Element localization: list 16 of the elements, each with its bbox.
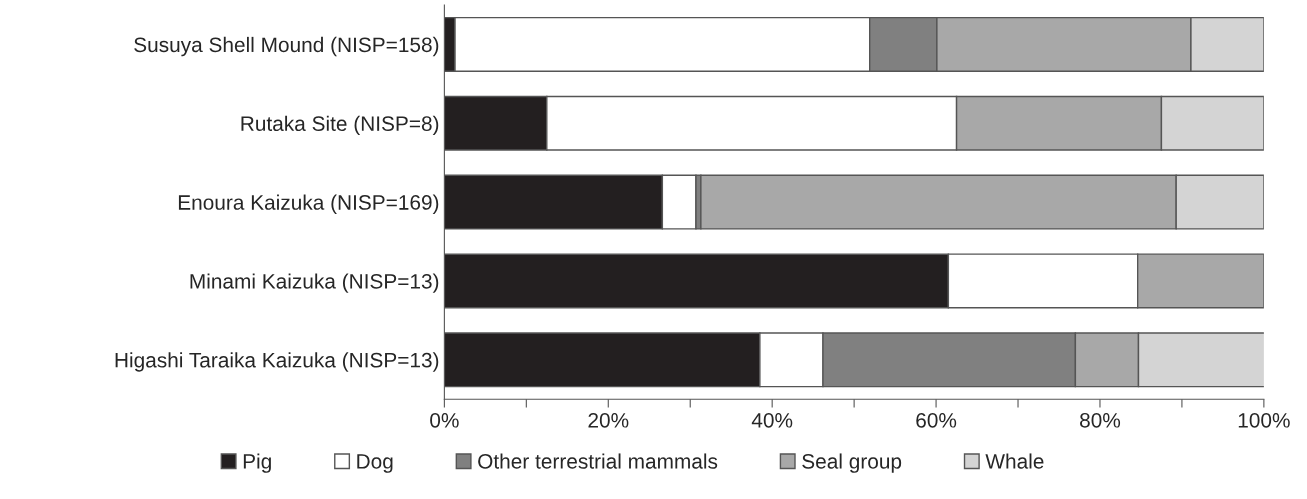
x-tick-label: 80% bbox=[1080, 412, 1121, 428]
legend-label: Seal group bbox=[802, 453, 902, 473]
x-tick-label: 60% bbox=[916, 412, 957, 428]
y-tick-label: Enoura Kaizuka (NISP=169) bbox=[178, 194, 439, 214]
y-tick-label: Higashi Taraika Kaizuka (NISP=13) bbox=[115, 352, 439, 372]
legend-label: Pig bbox=[243, 453, 271, 473]
y-tick-label: Minami Kaizuka (NISP=13) bbox=[190, 273, 439, 293]
x-tick-label: 20% bbox=[588, 412, 629, 428]
x-tick-label: 40% bbox=[751, 412, 793, 428]
x-tick-label: 100% bbox=[1238, 412, 1290, 428]
legend-label: Whale bbox=[985, 453, 1044, 469]
legend-label: Other terrestrial mammals bbox=[478, 453, 718, 469]
y-tick-label: Susuya Shell Mound (NISP=158) bbox=[134, 36, 439, 57]
x-tick-label: 0% bbox=[430, 412, 459, 428]
legend-label: Dog bbox=[357, 454, 393, 473]
y-tick-label: Rutaka Site (NISP=8) bbox=[241, 115, 439, 136]
